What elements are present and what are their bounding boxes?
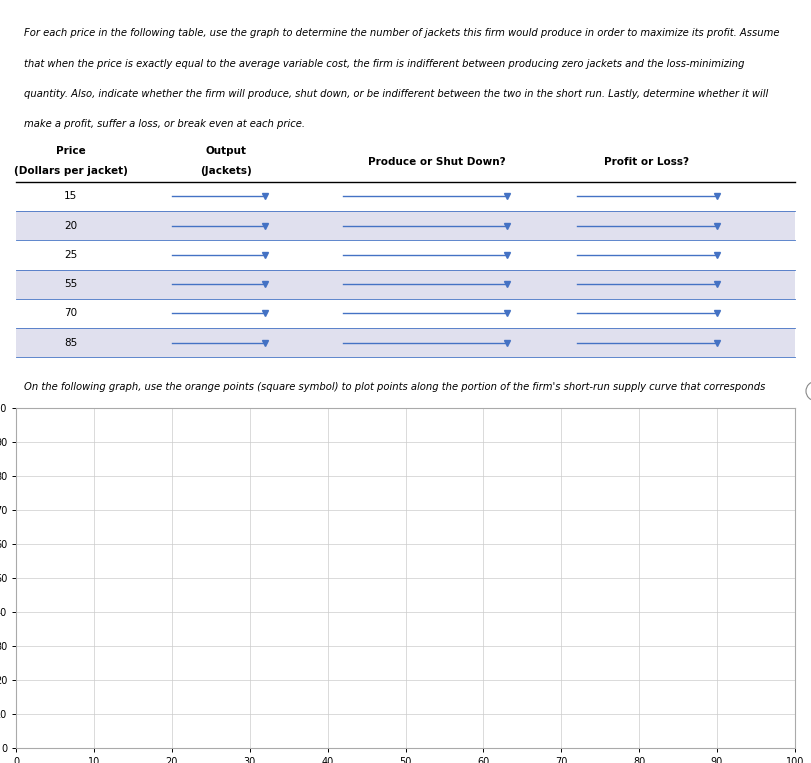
- Text: Profit or Loss?: Profit or Loss?: [604, 156, 689, 167]
- Text: 70: 70: [64, 308, 77, 318]
- Text: (Dollars per jacket): (Dollars per jacket): [14, 166, 127, 175]
- Bar: [16, 240, 795, 269]
- Text: make a profit, suffer a loss, or break even at each price.: make a profit, suffer a loss, or break e…: [24, 119, 305, 129]
- Text: (Jackets): (Jackets): [200, 166, 252, 175]
- Text: Price: Price: [56, 146, 86, 156]
- Text: 85: 85: [64, 338, 77, 348]
- Bar: [16, 328, 795, 357]
- Text: 20: 20: [64, 221, 77, 230]
- Text: On the following graph, use the orange points (square symbol) to plot points alo: On the following graph, use the orange p…: [24, 382, 766, 392]
- Bar: [16, 182, 795, 211]
- Text: 55: 55: [64, 279, 77, 289]
- Text: that when the price is exactly equal to the average variable cost, the firm is i: that when the price is exactly equal to …: [24, 59, 744, 69]
- Text: Produce or Shut Down?: Produce or Shut Down?: [368, 156, 505, 167]
- Bar: [16, 211, 795, 240]
- Bar: [16, 299, 795, 328]
- Bar: [16, 269, 795, 299]
- Text: Output: Output: [206, 146, 247, 156]
- Text: For each price in the following table, use the graph to determine the number of : For each price in the following table, u…: [24, 28, 779, 38]
- Text: quantity. Also, indicate whether the firm will produce, shut down, or be indiffe: quantity. Also, indicate whether the fir…: [24, 89, 768, 99]
- Text: 25: 25: [64, 250, 77, 260]
- Text: to prices where there is positive output. (Note: You are given more points to pl: to prices where there is positive output…: [24, 413, 509, 423]
- Text: 15: 15: [64, 192, 77, 201]
